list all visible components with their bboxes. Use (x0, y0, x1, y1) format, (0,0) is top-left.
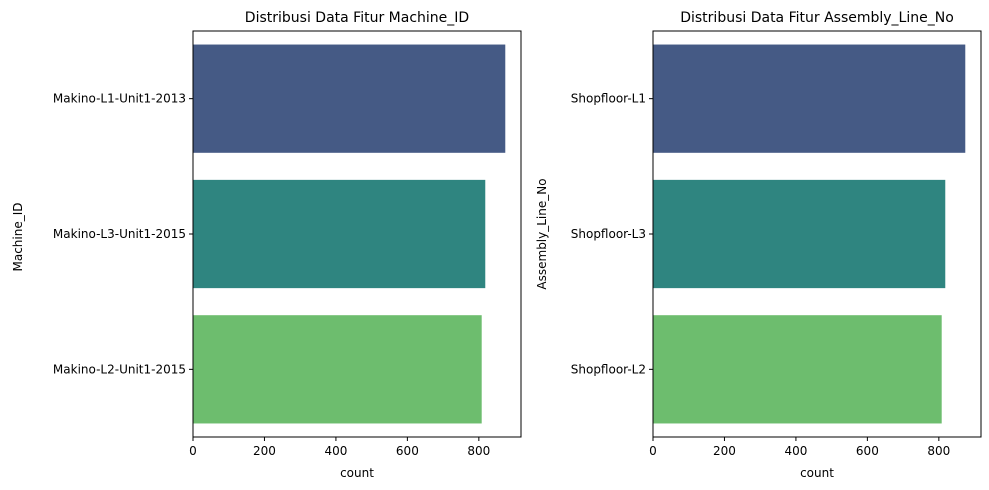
bar-3 (653, 315, 942, 424)
chart-title: Distribusi Data Fitur Machine_ID (245, 10, 469, 26)
y-tick-label: Shopfloor-L2 (571, 362, 646, 376)
bar-3 (193, 315, 482, 424)
x-tick-label: 800 (467, 444, 490, 458)
bar-2 (653, 179, 946, 289)
chart-title: Distribusi Data Fitur Assembly_Line_No (680, 10, 954, 26)
x-tick-label: 200 (713, 444, 736, 458)
x-tick-label: 0 (189, 444, 197, 458)
bar-2 (193, 179, 486, 289)
x-axis-label: count (340, 466, 374, 480)
chart-panel-2: Shopfloor-L1 Shopfloor-L3 Shopfloor-L2 0 200… (535, 10, 982, 480)
y-tick-label: Makino-L1-Unit1-2013 (53, 92, 186, 106)
y-tick-label: Shopfloor-L3 (571, 227, 646, 241)
y-axis-label: Machine_ID (11, 202, 25, 271)
y-axis-label: Assembly_Line_No (535, 178, 549, 289)
chart-panel-1: Makino-L1-Unit1-2013 Makino-L3-Unit1-2015… (11, 10, 522, 480)
x-tick-label: 200 (253, 444, 276, 458)
x-axis-label: count (800, 466, 834, 480)
x-tick-label: 600 (856, 444, 879, 458)
x-tick-label: 600 (396, 444, 419, 458)
bar-1 (193, 44, 506, 153)
x-tick-label: 0 (649, 444, 657, 458)
x-tick-label: 400 (784, 444, 807, 458)
y-tick-label: Makino-L2-Unit1-2015 (53, 362, 186, 376)
y-tick-label: Makino-L3-Unit1-2015 (53, 227, 186, 241)
bar-1 (653, 44, 966, 153)
x-tick-label: 400 (324, 444, 347, 458)
y-tick-label: Shopfloor-L1 (571, 92, 646, 106)
x-tick-label: 800 (927, 444, 950, 458)
